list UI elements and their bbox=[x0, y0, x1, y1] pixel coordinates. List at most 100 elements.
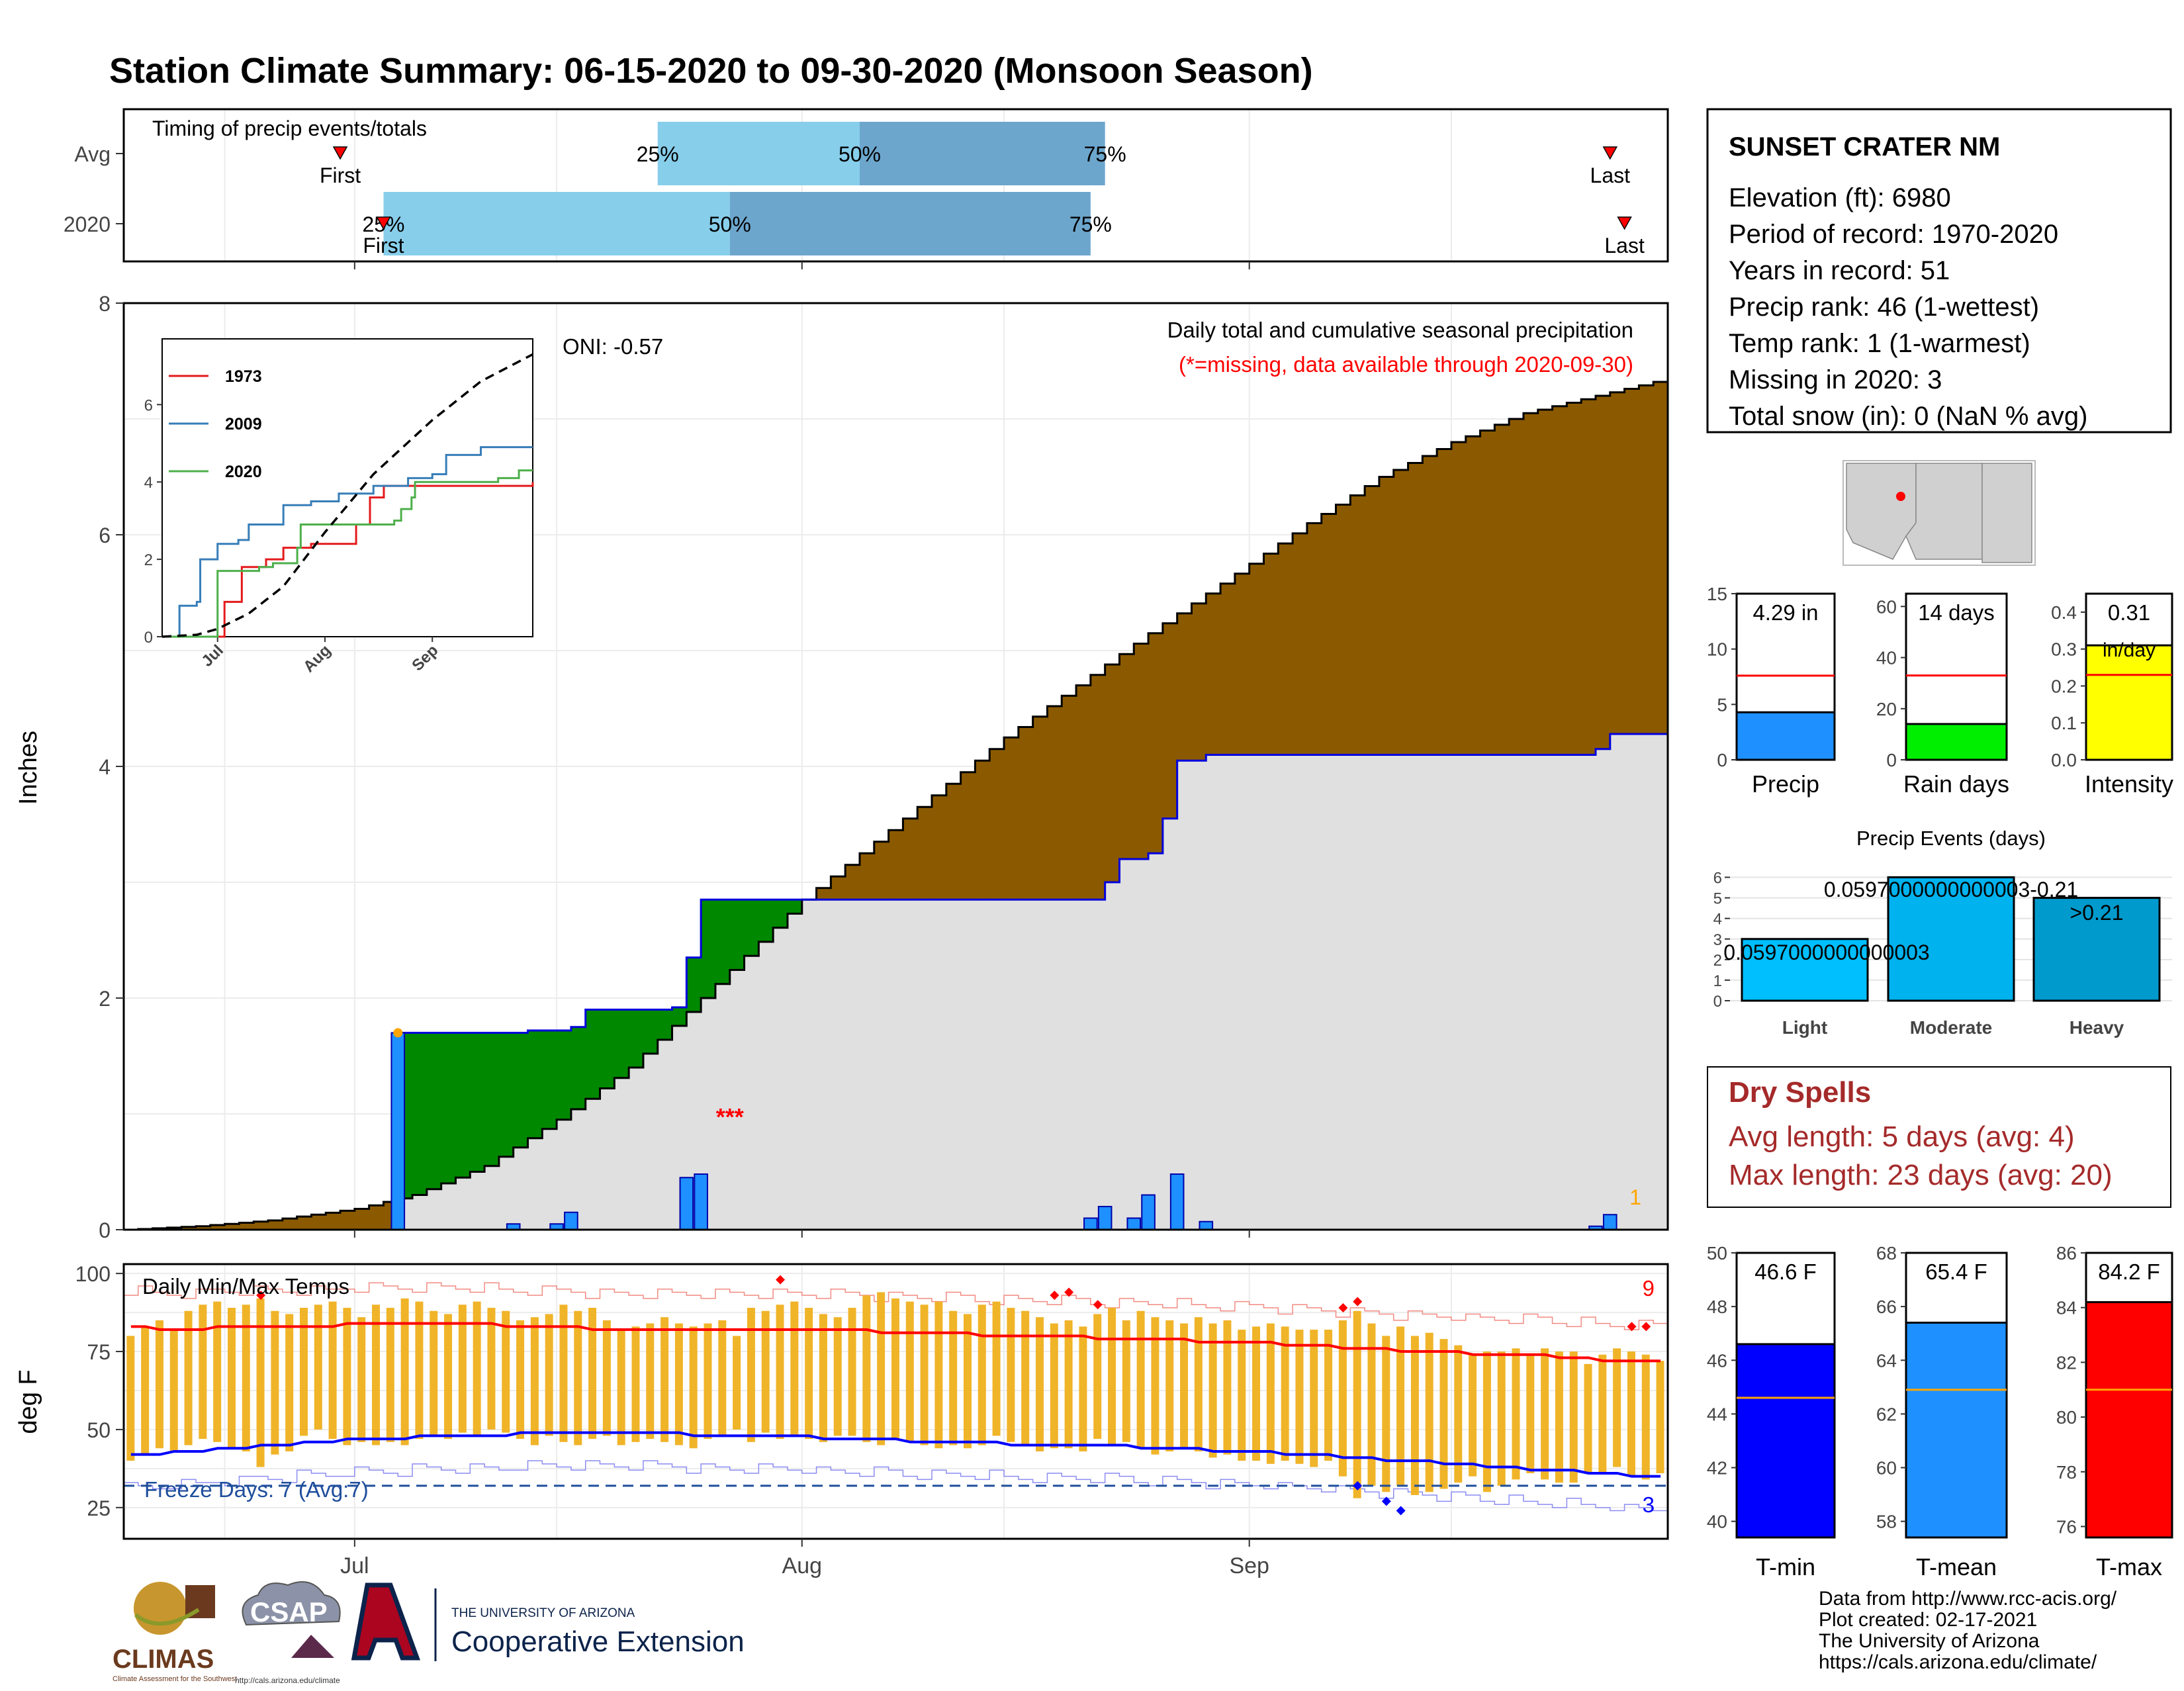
page-title: Station Climate Summary: 06-15-2020 to 0… bbox=[109, 51, 1313, 91]
cum-below-avg-fill bbox=[1076, 685, 1091, 900]
cum-above-avg-fill bbox=[426, 1032, 442, 1189]
cold-day-marker bbox=[1396, 1506, 1406, 1516]
daily-temp-bar bbox=[905, 1301, 914, 1442]
cum-above-avg-fill bbox=[758, 899, 774, 942]
locator-map bbox=[1843, 460, 2036, 566]
daily-temp-bar bbox=[1482, 1351, 1491, 1492]
cum-below-avg-fill bbox=[932, 795, 947, 900]
mini-ytick-label: 46 bbox=[1707, 1350, 1727, 1371]
timing-last-label: Last bbox=[1590, 163, 1631, 187]
daily-temp-bar bbox=[1266, 1323, 1275, 1464]
mini-category-mini_raindays: Rain days bbox=[1903, 770, 2009, 798]
mini-ytick-label: 80 bbox=[2056, 1407, 2077, 1428]
daily-temp-bar bbox=[300, 1308, 308, 1436]
events-bar-label: >0.21 bbox=[2070, 901, 2124, 925]
mini-ytick-label: 0 bbox=[1717, 750, 1727, 770]
daily-temp-bar bbox=[833, 1317, 842, 1436]
cum-ytick-label: 6 bbox=[99, 524, 111, 547]
station-detail-line: Total snow (in): 0 (NaN % avg) bbox=[1729, 402, 2087, 431]
cum-above-avg-fill bbox=[484, 1032, 500, 1166]
cum-below-avg-fill bbox=[340, 1211, 355, 1230]
temp-avg-max-line bbox=[130, 1322, 1661, 1363]
cum-below-avg-fill bbox=[268, 1220, 283, 1230]
cum-below-avg-fill bbox=[874, 841, 889, 900]
cum-below-avg-fill bbox=[196, 1226, 211, 1230]
daily-temp-bar bbox=[733, 1336, 741, 1430]
cum-below-avg-fill bbox=[1134, 643, 1149, 859]
oni-label: ONI: -0.57 bbox=[563, 334, 663, 359]
hot-day-marker bbox=[1050, 1291, 1060, 1301]
inset-legend-label: 1973 bbox=[225, 367, 262, 386]
daily-temp-bar bbox=[978, 1304, 986, 1445]
mini-ytick-label: 60 bbox=[1876, 596, 1897, 617]
daily-temp-bar bbox=[934, 1301, 943, 1449]
events-title: Precip Events (days) bbox=[1856, 827, 2046, 850]
timing-first-marker bbox=[332, 146, 348, 160]
cum-below-avg-fill bbox=[1465, 436, 1481, 755]
cum-ytick-label: 8 bbox=[99, 292, 111, 316]
hot-day-marker bbox=[1353, 1297, 1363, 1306]
cum-below-avg-fill bbox=[369, 1205, 384, 1230]
daily-temp-bar bbox=[704, 1323, 712, 1440]
cum-below-avg-fill bbox=[888, 830, 903, 900]
cum-below-avg-fill bbox=[917, 807, 933, 900]
timing-row-label: 2020 bbox=[64, 212, 111, 236]
daily-temp-bar bbox=[718, 1320, 727, 1436]
daily-temp-bar bbox=[126, 1336, 135, 1461]
cum-above-avg-fill bbox=[744, 899, 759, 956]
daily-temp-bar bbox=[848, 1308, 856, 1436]
cum-below-avg-fill bbox=[1191, 603, 1206, 761]
cum-below-avg-fill bbox=[1653, 382, 1668, 734]
cum-below-avg-fill bbox=[282, 1218, 298, 1230]
max-day-marker bbox=[393, 1028, 403, 1038]
daily-temp-bar bbox=[949, 1310, 958, 1445]
mini-ytick-label: 0.3 bbox=[2051, 639, 2077, 660]
cum-below-avg-fill bbox=[1206, 593, 1221, 755]
hot-day-marker bbox=[1338, 1303, 1348, 1313]
cum-below-avg-fill bbox=[1451, 442, 1467, 755]
daily-temp-bar bbox=[458, 1304, 467, 1433]
daily-temp-bar bbox=[516, 1320, 525, 1440]
x-axis-month-label: Sep bbox=[1229, 1553, 1269, 1578]
ua-top-text: THE UNIVERSITY OF ARIZONA bbox=[451, 1606, 635, 1620]
cum-above-avg-fill bbox=[614, 1009, 629, 1078]
daily-temp-bar bbox=[992, 1301, 1001, 1436]
cold-count: 3 bbox=[1643, 1492, 1655, 1517]
daily-temp-bar bbox=[155, 1320, 163, 1449]
cum-below-avg-fill bbox=[210, 1225, 226, 1230]
cum-above-avg-fill bbox=[600, 1009, 615, 1089]
daily-temp-bar bbox=[1569, 1351, 1578, 1483]
cum-below-avg-fill bbox=[1249, 563, 1264, 755]
daily-temp-bar bbox=[1410, 1336, 1419, 1495]
credit-line: Plot created: 02-17-2021 bbox=[1819, 1609, 2037, 1631]
daily-temp-bar bbox=[328, 1301, 337, 1440]
mini-bar-tmean bbox=[1905, 1321, 2008, 1539]
events-bar-label: 0.0597000000000003 bbox=[1723, 940, 1929, 964]
timing-first-label: First bbox=[363, 234, 404, 257]
cum-above-avg-fill bbox=[542, 1030, 557, 1129]
timing-last-label: Last bbox=[1604, 234, 1645, 257]
daily-temp-bar bbox=[1324, 1330, 1333, 1461]
daily-temp-bar bbox=[660, 1317, 669, 1442]
cum-below-avg-fill bbox=[1278, 543, 1293, 755]
daily-temp-bar bbox=[1208, 1323, 1217, 1458]
cum-below-avg-fill bbox=[311, 1214, 326, 1230]
timing-first-marker bbox=[376, 216, 391, 230]
mini-category-mini_intensity: Intensity bbox=[2085, 770, 2173, 798]
cum-ytick-label: 2 bbox=[99, 987, 111, 1011]
daily-temp-bar bbox=[1007, 1308, 1015, 1442]
daily-temp-bar bbox=[819, 1314, 827, 1442]
inset-ytick-label: 4 bbox=[144, 474, 153, 492]
daily-temp-bar bbox=[487, 1308, 496, 1430]
dry-spells-avg: Avg length: 5 days (avg: 4) bbox=[1729, 1120, 2075, 1153]
cum-below-avg-fill bbox=[253, 1221, 269, 1230]
cum-below-avg-fill bbox=[831, 876, 846, 900]
cum-above-avg-fill bbox=[570, 1027, 586, 1109]
credit-line: Data from http://www.rcc-acis.org/ bbox=[1819, 1588, 2117, 1610]
daily-temp-bar bbox=[372, 1304, 381, 1445]
cum-below-avg-fill bbox=[946, 784, 962, 900]
mini-ytick-label: 68 bbox=[1876, 1243, 1897, 1263]
daily-precip-bar bbox=[1126, 1217, 1142, 1230]
cum-below-avg-fill bbox=[903, 818, 918, 900]
